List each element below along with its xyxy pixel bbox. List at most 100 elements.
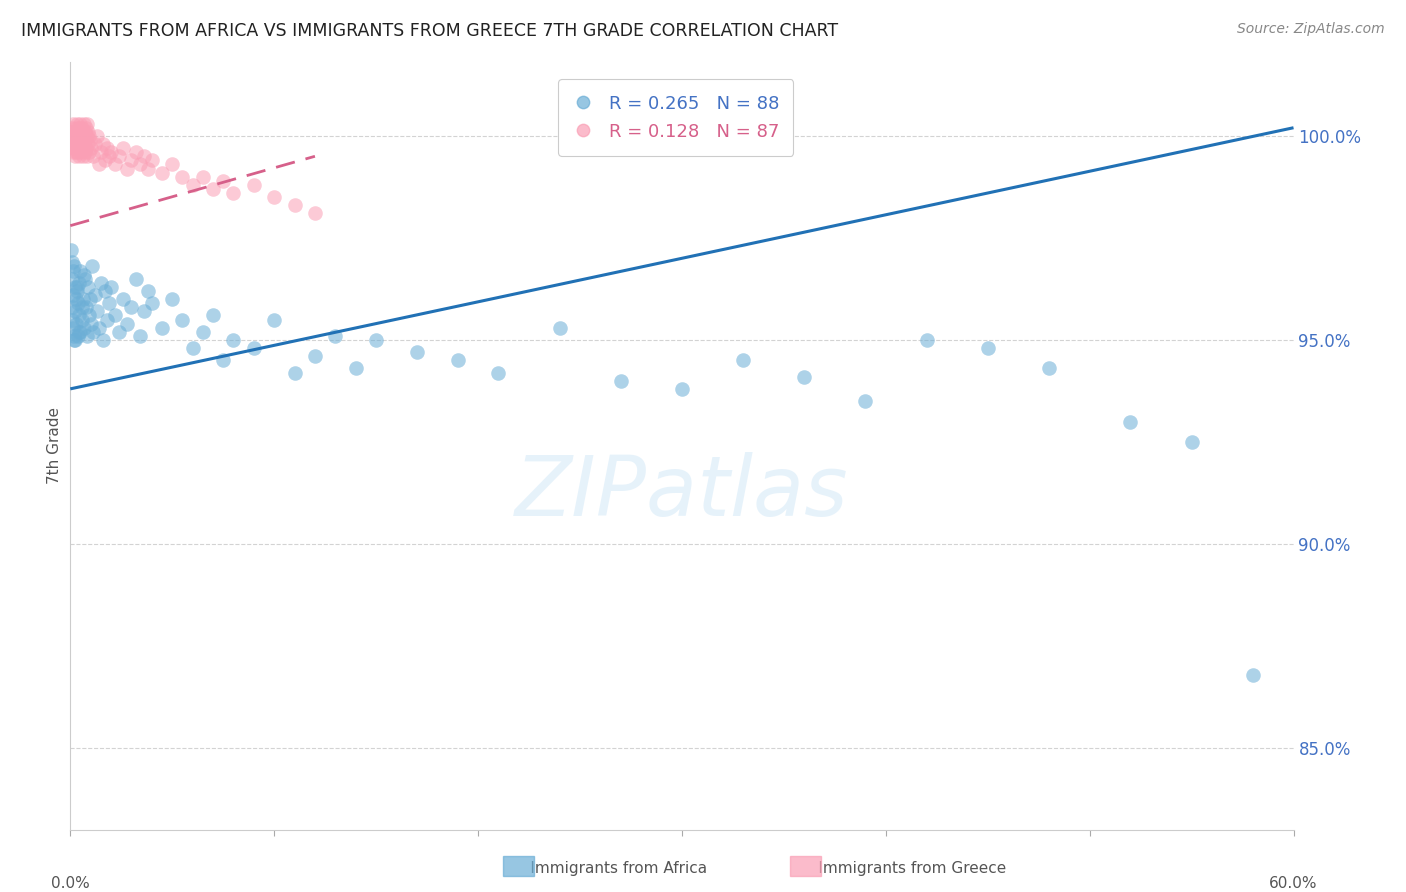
Point [141,296,163,310]
Point [141,153,163,168]
Point [94,153,117,168]
Point [72,320,94,334]
Point [60,120,83,135]
Point [263,312,285,326]
Point [82,149,104,163]
Point [60,300,83,314]
Point [77,145,100,160]
Point [75,141,97,155]
Point [83,136,105,151]
Point [222,186,245,200]
Point [72,149,94,163]
Point [976,341,998,355]
Point [69,136,91,151]
Point [90,145,112,160]
Point [86,128,108,143]
Point [67,149,90,163]
Point [212,174,235,188]
Point [100,280,122,294]
Text: Immigrants from Africa: Immigrants from Africa [506,861,707,876]
Point [1038,361,1060,376]
Point [67,141,90,155]
Point [117,317,139,331]
Point [75,133,97,147]
Point [70,300,93,314]
Point [172,312,194,326]
Point [75,300,97,314]
Point [63,333,86,347]
Point [76,117,98,131]
Point [98,296,121,310]
Point [150,320,173,334]
Point [65,145,87,160]
Point [132,149,155,163]
Point [112,292,135,306]
Point [96,141,118,155]
Point [65,304,87,318]
Point [73,117,96,131]
Legend: R = 0.265   N = 88, R = 0.128   N = 87: R = 0.265 N = 88, R = 0.128 N = 87 [558,79,793,156]
Point [304,206,326,220]
Point [60,271,83,285]
Point [117,161,139,176]
Point [1181,434,1204,449]
Point [104,157,127,171]
Point [67,125,90,139]
Point [91,136,114,151]
Point [67,120,90,135]
Point [243,341,266,355]
Point [69,263,91,277]
Point [70,133,93,147]
Text: 60.0%: 60.0% [1270,876,1317,890]
Point [65,133,87,147]
Point [82,325,104,339]
Point [62,128,84,143]
Point [87,157,110,171]
Point [73,125,96,139]
Point [128,328,150,343]
Point [70,125,93,139]
Point [63,149,86,163]
Point [447,353,470,368]
Point [67,328,90,343]
Point [62,328,84,343]
Y-axis label: 7th Grade: 7th Grade [46,408,62,484]
Point [136,284,159,298]
Point [60,125,83,139]
Point [62,117,84,131]
Point [79,317,103,331]
Point [66,280,89,294]
Point [70,312,93,326]
Point [124,271,146,285]
Point [86,304,108,318]
Point [202,182,225,196]
Point [76,128,98,143]
Point [488,366,510,380]
Point [65,292,87,306]
Point [77,309,100,323]
Point [104,309,127,323]
Point [191,325,214,339]
Point [172,169,194,184]
Point [60,243,83,257]
Point [128,157,150,171]
Point [150,166,173,180]
Point [304,349,326,363]
Point [100,145,122,160]
Point [62,263,84,277]
Point [77,125,100,139]
Point [63,125,86,139]
Point [112,141,135,155]
Point [793,369,815,384]
Point [66,117,89,131]
Point [121,153,143,168]
Point [202,309,225,323]
Point [60,136,83,151]
Point [67,325,90,339]
Point [72,128,94,143]
Point [70,145,93,160]
Point [76,328,98,343]
Point [212,353,235,368]
Text: ZIPatlas: ZIPatlas [515,451,849,533]
Point [284,366,307,380]
